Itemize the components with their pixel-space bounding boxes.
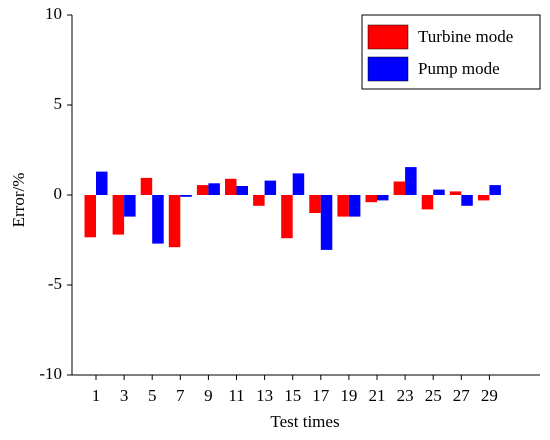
bar [96,171,108,195]
legend-label: Pump mode [418,59,500,78]
bar [253,195,265,206]
y-axis-label: Error/% [9,173,28,228]
bar [461,195,473,206]
bar [449,191,462,195]
bar [405,167,417,195]
x-tick-label: 17 [312,386,330,405]
bar [281,195,293,239]
x-tick-label: 19 [340,386,357,405]
x-tick-label: 25 [425,386,442,405]
legend-swatch [367,24,409,50]
bar [309,195,321,213]
bar [489,185,501,195]
x-tick-label: 3 [120,386,129,405]
x-tick-label: 23 [397,386,414,405]
x-tick-label: 15 [284,386,301,405]
bar [225,178,237,195]
bar [84,195,96,238]
x-tick-label: 29 [481,386,498,405]
x-tick-label: 21 [369,386,386,405]
bar [208,183,220,195]
bar [124,195,136,217]
bar [421,195,434,210]
x-axis-label: Test times [270,412,339,431]
bar [140,177,153,195]
y-tick-label: 10 [45,4,62,23]
bar [264,180,277,195]
bar [152,195,164,244]
bar [393,181,406,195]
bar [320,195,333,250]
legend-label: Turbine mode [418,27,513,46]
y-tick-label: 5 [54,94,63,113]
bar [112,195,125,235]
bar [337,195,349,217]
bar [168,195,181,248]
bar [292,173,305,195]
x-tick-label: 5 [148,386,157,405]
bar [477,195,490,201]
x-tick-label: 7 [176,386,185,405]
bar [377,195,389,201]
legend-swatch [367,56,409,82]
y-tick-label: -10 [39,364,62,383]
bar [196,185,209,195]
x-tick-label: 13 [256,386,273,405]
bar [433,189,445,195]
bar [365,195,377,203]
y-tick-label: 0 [54,184,63,203]
x-tick-label: 9 [204,386,213,405]
x-tick-label: 1 [92,386,101,405]
bar [348,195,361,217]
bar [236,186,248,195]
y-tick-label: -5 [48,274,62,293]
x-tick-label: 11 [228,386,244,405]
x-tick-label: 27 [453,386,471,405]
bar [180,195,192,197]
